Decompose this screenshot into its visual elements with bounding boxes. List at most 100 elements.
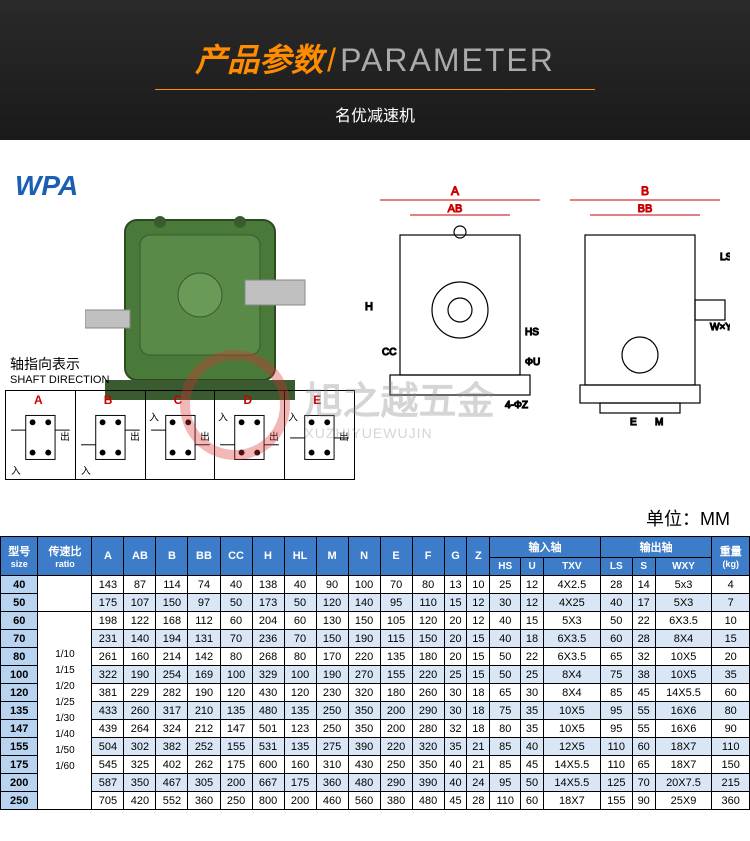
- svg-text:ΦU: ΦU: [525, 357, 540, 368]
- cell-data: 194: [156, 630, 188, 648]
- cell-data: 290: [412, 702, 444, 720]
- cell-data: 290: [380, 774, 412, 792]
- cell-data: 10: [467, 576, 490, 594]
- table-row: 5017510715097501735012014095110151230124…: [1, 594, 750, 612]
- table-row: 1003221902541691003291001902701552202515…: [1, 666, 750, 684]
- cell-ratio-blank: [38, 576, 92, 612]
- cell-data: 40: [220, 576, 252, 594]
- model-label: WPA: [15, 170, 78, 202]
- cell-data: 25X9: [655, 792, 712, 810]
- cell-data: 210: [188, 702, 220, 720]
- cell-data: 135: [284, 738, 316, 756]
- col-m: M: [316, 537, 348, 576]
- cell-data: 55: [632, 702, 655, 720]
- cell-data: 480: [412, 792, 444, 810]
- cell-data: 212: [188, 720, 220, 738]
- cell-data: 15: [467, 648, 490, 666]
- cell-data: 85: [490, 738, 521, 756]
- cell-data: 60: [284, 612, 316, 630]
- cell-data: 480: [348, 774, 380, 792]
- cell-data: 402: [156, 756, 188, 774]
- col-output-shaft: 输出轴: [600, 537, 712, 558]
- cell-data: 190: [316, 666, 348, 684]
- cell-data: 22: [521, 648, 544, 666]
- header-title-en: PARAMETER: [340, 42, 555, 78]
- cell-data: 360: [712, 792, 750, 810]
- cell-data: 20X7.5: [655, 774, 712, 792]
- header-subtitle: 名优减速机: [0, 102, 750, 126]
- cell-data: 20: [444, 648, 467, 666]
- cell-data: 800: [252, 792, 284, 810]
- table-row: 1354332603172101354801352503502002903018…: [1, 702, 750, 720]
- shaft-option-d: D 入出: [215, 391, 285, 479]
- cell-data: 160: [124, 648, 156, 666]
- cell-data: 18X7: [543, 792, 600, 810]
- cell-size: 155: [1, 738, 38, 756]
- cell-data: 325: [124, 756, 156, 774]
- cell-data: 322: [92, 666, 124, 684]
- col-f: F: [412, 537, 444, 576]
- cell-data: 231: [92, 630, 124, 648]
- col-txv: TXV: [543, 558, 600, 576]
- cell-data: 501: [252, 720, 284, 738]
- cell-data: 260: [412, 684, 444, 702]
- svg-text:AB: AB: [448, 203, 463, 215]
- cell-data: 10: [712, 612, 750, 630]
- cell-data: 21: [467, 738, 490, 756]
- cell-data: 95: [600, 720, 632, 738]
- svg-text:LS: LS: [720, 252, 730, 263]
- cell-data: 95: [380, 594, 412, 612]
- table-row: 1474392643242121475011232503502002803218…: [1, 720, 750, 738]
- cell-data: 110: [600, 738, 632, 756]
- cell-data: 15: [467, 630, 490, 648]
- table-row: 1203812292821901204301202303201802603018…: [1, 684, 750, 702]
- svg-text:入: 入: [81, 466, 91, 477]
- cell-data: 50: [600, 612, 632, 630]
- cell-data: 317: [156, 702, 188, 720]
- svg-text:入: 入: [288, 412, 298, 423]
- cell-data: 433: [92, 702, 124, 720]
- cell-data: 705: [92, 792, 124, 810]
- cell-data: 200: [284, 792, 316, 810]
- cell-data: 230: [316, 684, 348, 702]
- col-bb: BB: [188, 537, 220, 576]
- cell-data: 65: [490, 684, 521, 702]
- cell-data: 110: [490, 792, 521, 810]
- cell-data: 8X4: [655, 630, 712, 648]
- cell-data: 14: [632, 576, 655, 594]
- cell-data: 120: [220, 684, 252, 702]
- cell-data: 100: [220, 666, 252, 684]
- cell-data: 107: [124, 594, 156, 612]
- cell-data: 55: [632, 720, 655, 738]
- cell-data: 130: [316, 612, 348, 630]
- cell-data: 10X5: [655, 666, 712, 684]
- spec-table-body: 4014387114744013840901007080131025124X2.…: [1, 576, 750, 810]
- cell-data: 198: [92, 612, 124, 630]
- cell-data: 439: [92, 720, 124, 738]
- cell-data: 28: [632, 630, 655, 648]
- cell-data: 175: [220, 756, 252, 774]
- col-hs: HS: [490, 558, 521, 576]
- cell-data: 4X2.5: [543, 576, 600, 594]
- cell-data: 150: [348, 612, 380, 630]
- cell-data: 95: [490, 774, 521, 792]
- cell-data: 6X3.5: [543, 648, 600, 666]
- cell-data: 38: [632, 666, 655, 684]
- table-row: 1555043023822521555311352753902203203521…: [1, 738, 750, 756]
- cell-data: 360: [316, 774, 348, 792]
- cell-data: 236: [252, 630, 284, 648]
- technical-drawing: A AB B BB H CC HS ΦU 4-ΦZ LS W×Y E M: [360, 180, 730, 480]
- cell-data: 175: [284, 774, 316, 792]
- cell-data: 40: [600, 594, 632, 612]
- cell-data: 420: [124, 792, 156, 810]
- col-ls: LS: [600, 558, 632, 576]
- cell-data: 123: [284, 720, 316, 738]
- cell-data: 6X3.5: [655, 612, 712, 630]
- cell-data: 114: [156, 576, 188, 594]
- cell-data: 110: [600, 756, 632, 774]
- cell-data: 40: [284, 576, 316, 594]
- cell-data: 35: [712, 666, 750, 684]
- cell-data: 75: [490, 702, 521, 720]
- cell-size: 60: [1, 612, 38, 630]
- cell-data: 180: [412, 648, 444, 666]
